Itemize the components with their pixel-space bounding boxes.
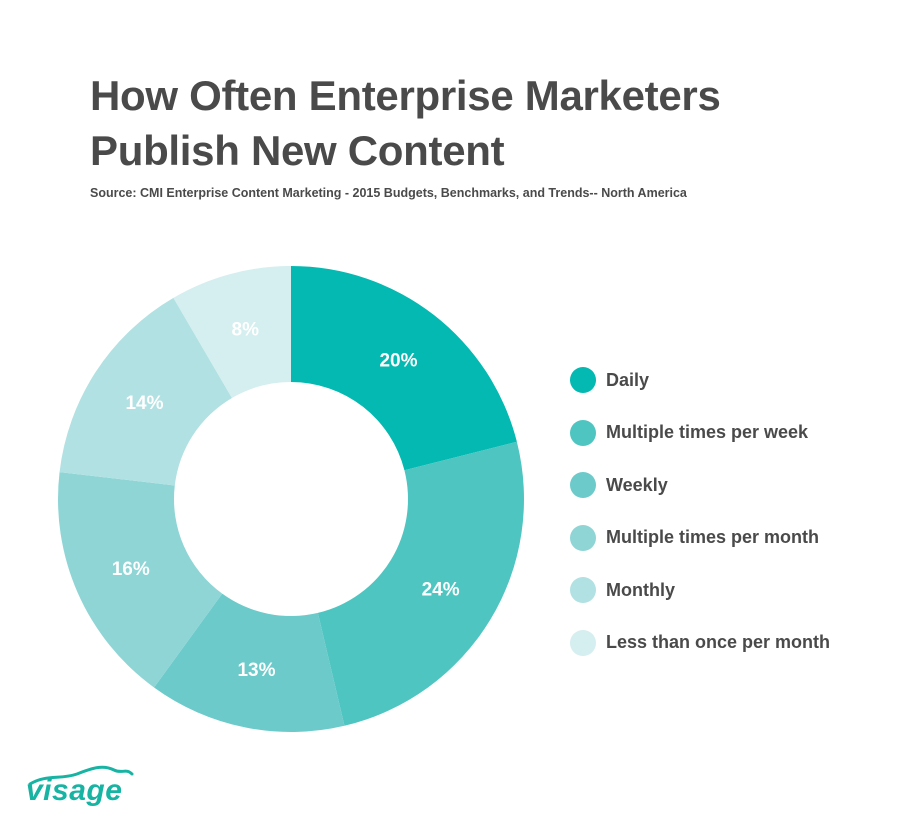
data-label: 14% (125, 393, 163, 414)
donut-slice-less-than-once-per-month (173, 266, 291, 398)
legend-label: Multiple times per week (606, 422, 809, 443)
data-label: 20% (379, 350, 417, 371)
chart-source: Source: CMI Enterprise Content Marketing… (90, 186, 687, 200)
legend-swatch (570, 524, 596, 551)
legend-label: Multiple times per month (606, 527, 820, 548)
logo-text: visage (26, 774, 123, 807)
data-label: 24% (422, 579, 460, 600)
donut-slice-weekly (154, 593, 345, 733)
chart-title-line-1: How Often Enterprise Marketers (90, 72, 721, 119)
data-label: 13% (237, 660, 275, 681)
legend-label: Less than once per month (606, 632, 831, 653)
chart-title: How Often Enterprise Marketers Publish N… (90, 68, 721, 178)
legend-label: Daily (606, 369, 650, 390)
donut-slice-monthly (59, 297, 232, 486)
legend-swatch (570, 419, 596, 446)
legend-label: Monthly (606, 579, 675, 600)
legend-item: Less than once per month (570, 617, 830, 670)
data-label: 8% (232, 320, 260, 341)
legend-item: Multiple times per week (570, 407, 830, 460)
chart-legend: Daily Multiple times per week Weekly Multip… (570, 354, 830, 669)
legend-item: Multiple times per month (570, 512, 830, 565)
legend-label: Weekly (606, 474, 668, 495)
legend-swatch (570, 629, 596, 656)
donut-slice-daily (291, 266, 517, 471)
donut-slice-multiple-times-per-week (317, 441, 524, 726)
legend-swatch (570, 367, 596, 394)
visage-logo: visage (22, 760, 142, 816)
legend-swatch (570, 577, 596, 604)
legend-swatch (570, 472, 596, 499)
mountain-logo-icon (28, 765, 134, 786)
donut-slice-multiple-times-per-month (57, 472, 223, 688)
data-label: 16% (112, 559, 150, 580)
legend-item: Monthly (570, 564, 830, 617)
legend-item: Daily (570, 354, 830, 407)
chart-title-line-2: Publish New Content (90, 127, 505, 174)
legend-item: Weekly (570, 459, 830, 512)
